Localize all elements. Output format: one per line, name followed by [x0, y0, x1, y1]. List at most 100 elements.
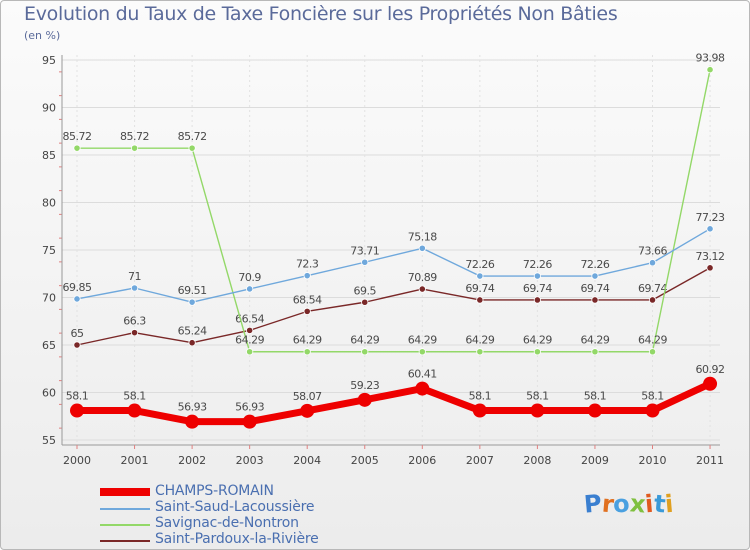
x-tick-label: 2006 [408, 454, 436, 467]
data-point [73, 144, 81, 152]
data-point [300, 403, 315, 418]
series-line-2 [76, 68, 711, 353]
data-label: 60.41 [408, 368, 437, 381]
data-point [591, 272, 599, 280]
data-label: 58.1 [123, 390, 146, 403]
data-label: 69.74 [638, 282, 667, 295]
data-label: 64.29 [523, 334, 552, 347]
data-point [185, 414, 200, 429]
data-point [476, 272, 484, 280]
x-tick-label: 2008 [523, 454, 551, 467]
data-label: 85.72 [120, 130, 149, 143]
x-tick-label: 2001 [121, 454, 149, 467]
data-label: 64.29 [465, 334, 494, 347]
y-tick-label: 65 [42, 339, 56, 352]
legend-label: Saint-Pardoux-la-Rivière [155, 531, 319, 547]
data-point [357, 392, 372, 407]
data-point [476, 348, 484, 356]
data-point [303, 272, 311, 280]
legend-label: Savignac-de-Nontron [155, 515, 299, 531]
data-label: 69.5 [354, 284, 377, 297]
data-label: 72.26 [465, 258, 494, 271]
data-label: 58.1 [526, 390, 549, 403]
data-point [476, 296, 484, 304]
series-line-1 [76, 228, 711, 303]
data-label: 70.89 [408, 271, 437, 284]
x-tick-label: 2011 [696, 454, 724, 467]
data-label: 69.74 [523, 282, 552, 295]
x-tick-label: 2005 [351, 454, 379, 467]
data-point [415, 381, 430, 396]
data-label: 58.07 [293, 390, 322, 403]
data-point [530, 403, 545, 418]
data-label: 64.29 [408, 334, 437, 347]
data-point [303, 307, 311, 315]
x-tick-label: 2004 [293, 454, 321, 467]
data-label: 68.54 [293, 293, 322, 306]
data-point [533, 272, 542, 280]
data-label: 64.29 [235, 334, 264, 347]
x-tick-label: 2000 [63, 454, 91, 467]
y-tick-label: 90 [42, 102, 56, 115]
data-point [188, 339, 196, 347]
data-point [242, 414, 257, 429]
data-point [472, 403, 487, 418]
data-label: 66.54 [235, 312, 264, 325]
y-tick-label: 60 [42, 387, 56, 400]
data-label: 75.18 [408, 230, 437, 243]
x-tick-label: 2010 [639, 454, 667, 467]
data-point [706, 66, 714, 74]
data-point [303, 348, 311, 356]
y-tick-label: 80 [42, 197, 56, 210]
data-label: 73.12 [696, 250, 725, 263]
x-tick-label: 2002 [178, 454, 206, 467]
data-point [361, 298, 369, 306]
data-label: 59.23 [350, 379, 379, 392]
data-point [648, 348, 657, 356]
data-point [648, 259, 657, 267]
unit-label: (en %) [24, 29, 61, 42]
proxiti-logo: Proxiti [582, 489, 675, 519]
data-label: 85.72 [63, 130, 92, 143]
y-tick-label: 85 [42, 149, 56, 162]
chart-title: Evolution du Taux de Taxe Foncière sur l… [24, 3, 618, 25]
data-point [130, 329, 139, 337]
y-tick-label: 75 [42, 244, 56, 257]
data-point [587, 403, 602, 418]
data-point [127, 403, 142, 418]
data-point [703, 376, 718, 391]
series-line-0 [73, 380, 714, 426]
data-label: 70.9 [238, 271, 261, 284]
data-label: 85.72 [178, 130, 207, 143]
data-label: 58.1 [641, 390, 664, 403]
data-label: 60.92 [696, 363, 725, 376]
data-label: 72.3 [296, 258, 319, 271]
legend-label: Saint-Saud-Lacoussière [155, 499, 315, 515]
data-label: 64.29 [350, 334, 379, 347]
x-tick-label: 2007 [466, 454, 494, 467]
data-label: 69.74 [580, 282, 609, 295]
data-label: 69.85 [63, 281, 92, 294]
data-label: 64.29 [293, 334, 322, 347]
data-point [706, 225, 714, 233]
x-tick-label: 2009 [581, 454, 609, 467]
x-tick-label: 2003 [236, 454, 264, 467]
data-point [73, 341, 81, 349]
data-point [130, 284, 139, 292]
data-point [70, 403, 84, 418]
y-tick-label: 70 [42, 292, 56, 305]
y-tick-label: 95 [42, 54, 56, 67]
line-chart: 55 60 65 70 75 80 85 90 95 2000 2001 2002 2003 2004 20… [42, 52, 726, 467]
data-label: 73.71 [350, 244, 379, 257]
data-label: 66.3 [123, 315, 146, 328]
data-label: 56.93 [235, 401, 264, 414]
data-label: 65 [71, 327, 84, 340]
data-point [361, 258, 369, 266]
data-point [246, 326, 254, 334]
data-point [591, 296, 599, 304]
data-point [418, 348, 426, 356]
data-label: 58.1 [469, 390, 492, 403]
data-point [418, 285, 426, 293]
data-point [188, 298, 196, 306]
